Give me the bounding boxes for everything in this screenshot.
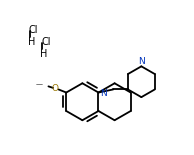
Text: O: O <box>52 84 59 93</box>
Text: N: N <box>138 57 145 66</box>
Text: H: H <box>40 49 47 59</box>
Text: —: — <box>36 81 43 87</box>
Text: Cl: Cl <box>41 37 51 47</box>
Text: Cl: Cl <box>29 25 38 35</box>
Text: N: N <box>100 89 106 98</box>
Text: H: H <box>28 37 36 47</box>
